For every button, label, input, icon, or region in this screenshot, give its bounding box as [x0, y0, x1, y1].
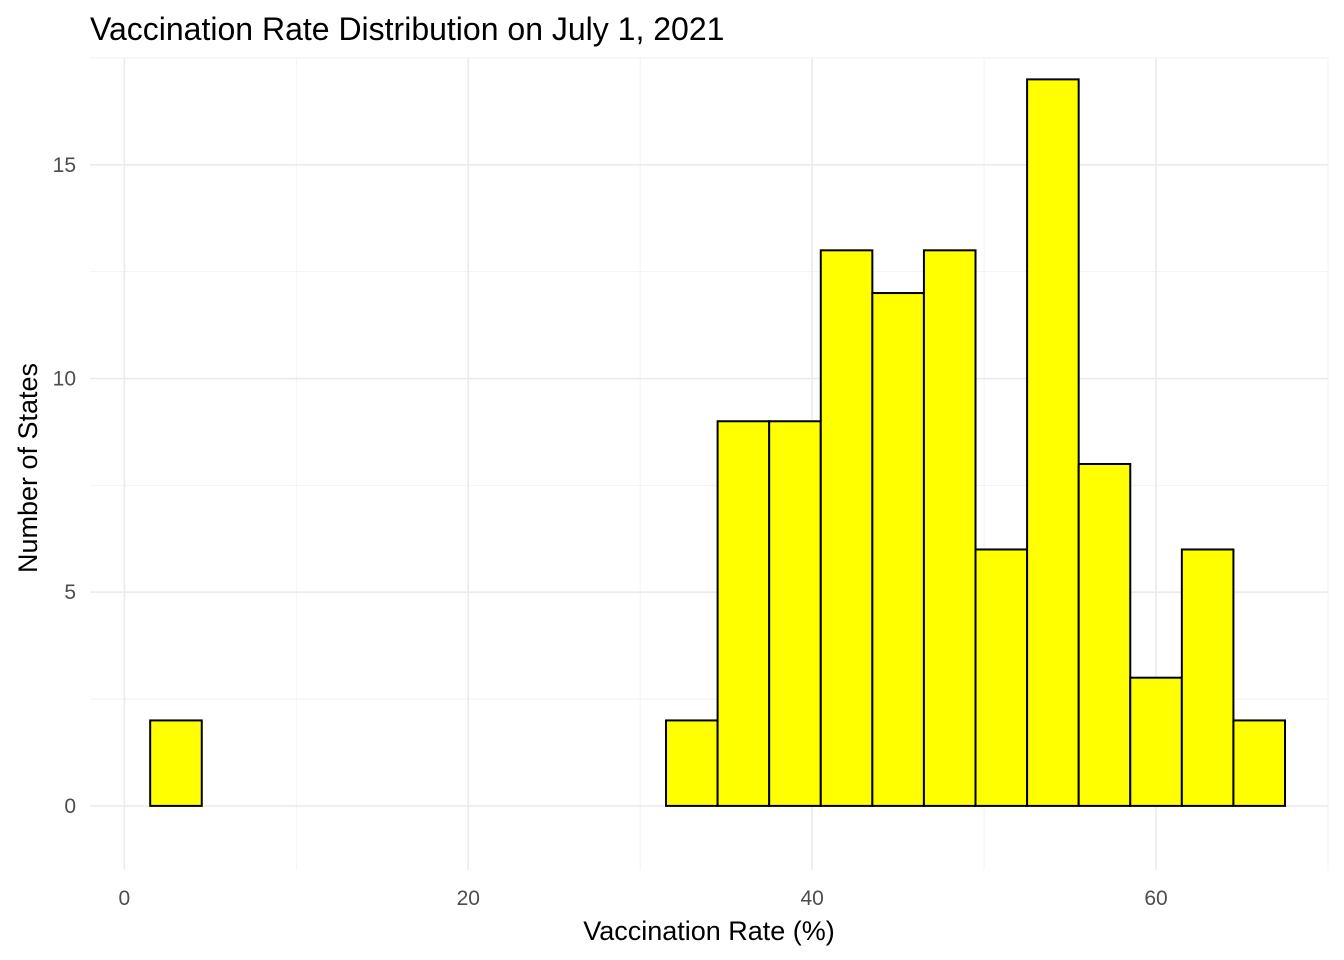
- x-axis-tick-labels: 0 20 40 60: [119, 887, 1168, 910]
- minor-gridlines: [90, 57, 1329, 870]
- x-axis-title: Vaccination Rate (%): [583, 916, 835, 946]
- y-tick-label: 10: [53, 368, 76, 391]
- histogram-bar: [149, 719, 203, 807]
- histogram-bar: [1180, 548, 1235, 807]
- histogram-bar: [665, 719, 719, 807]
- histogram-bar: [1232, 719, 1287, 807]
- histogram-bar: [1077, 463, 1132, 807]
- histogram-bar: [974, 548, 1029, 807]
- histogram-bar: [922, 249, 977, 807]
- y-axis-title: Number of States: [13, 363, 43, 573]
- y-tick-label: 15: [53, 154, 76, 177]
- y-axis-tick-labels: 0 5 10 15: [53, 154, 76, 818]
- x-tick-label: 40: [800, 887, 823, 910]
- histogram-bar: [768, 420, 822, 807]
- y-tick-label: 0: [64, 795, 76, 818]
- y-tick-label: 5: [64, 581, 76, 604]
- histogram-bar: [716, 420, 771, 807]
- chart-title: Vaccination Rate Distribution on July 1,…: [90, 11, 724, 47]
- histogram-bar: [1129, 676, 1183, 807]
- histogram-bar: [819, 249, 874, 807]
- histogram-bar: [871, 292, 925, 807]
- x-tick-label: 20: [457, 887, 480, 910]
- x-tick-label: 60: [1144, 887, 1167, 910]
- x-tick-label: 0: [119, 887, 131, 910]
- histogram-bar: [1026, 78, 1080, 807]
- histogram-bars: [149, 78, 1287, 807]
